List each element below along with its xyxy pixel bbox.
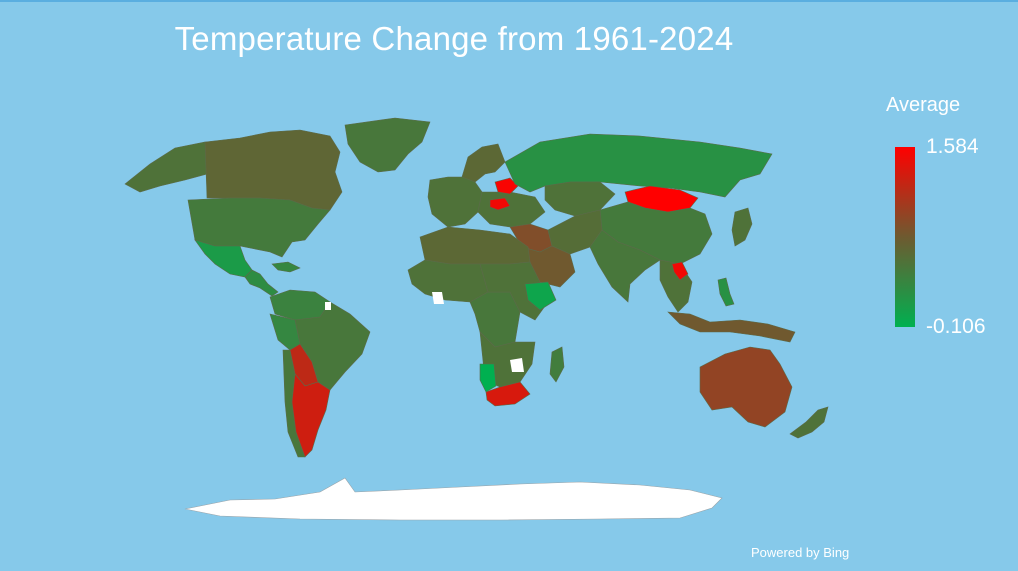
region-ethiopia[interactable] [524,281,557,311]
legend-color-scale [895,147,915,327]
antarctica [184,477,723,521]
no-data-territory [325,302,331,310]
legend-min-value: -0.106 [926,315,986,338]
region-south-africa[interactable] [485,381,531,407]
region-south-asia[interactable] [589,229,661,303]
region-greenland[interactable] [344,117,431,173]
region-madagascar[interactable] [549,346,565,383]
region-belarus[interactable] [494,177,519,195]
region-argentina[interactable] [291,373,331,458]
region-japan[interactable] [731,207,753,247]
region-australia[interactable] [699,346,793,428]
region-namibia[interactable] [479,363,497,393]
map-title: Temperature Change from 1961-2024 [174,20,734,57]
legend-max-value: 1.584 [926,135,979,158]
region-indonesia[interactable] [667,311,796,343]
region-new-zealand[interactable] [789,406,829,439]
no-data-territory [432,292,444,304]
region-caribbean[interactable] [271,261,301,273]
attribution-label: Powered by Bing [751,545,850,560]
legend-title: Average [886,94,961,116]
region-philippines[interactable] [717,277,735,307]
region-laos[interactable] [671,261,689,281]
region-romania[interactable] [489,197,511,211]
region-east-africa[interactable] [479,261,549,321]
no-data-territory [510,358,524,372]
region-central-america[interactable] [244,269,279,297]
